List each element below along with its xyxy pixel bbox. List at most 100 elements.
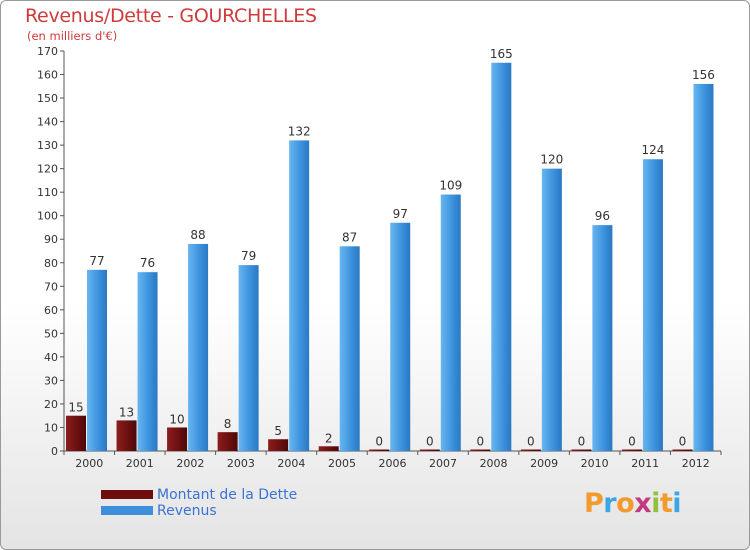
- y-tick-label: 140: [37, 116, 58, 129]
- y-tick-label: 120: [37, 163, 58, 176]
- debt-value-label: 8: [224, 417, 232, 431]
- debt-value-label: 10: [169, 412, 184, 426]
- x-tick-label: 2012: [682, 457, 710, 470]
- revenue-bar: [390, 222, 411, 451]
- revenue-bar: [693, 83, 714, 452]
- logo-letter: P: [584, 488, 604, 519]
- debt-value-label: 0: [375, 435, 383, 449]
- revenue-value-label: 165: [490, 47, 513, 61]
- revenue-value-label: 109: [439, 179, 462, 193]
- x-tick-label: 2011: [631, 457, 659, 470]
- y-tick-label: 0: [51, 445, 58, 458]
- x-tick-label: 2008: [480, 457, 508, 470]
- revenue-bar: [137, 272, 158, 451]
- debt-bar: [268, 439, 289, 451]
- logo-letter: o: [616, 488, 635, 519]
- debt-bar: [116, 420, 137, 451]
- debt-value-label: 15: [68, 401, 83, 415]
- revenue-value-label: 97: [393, 207, 408, 221]
- chart-title: Revenus/Dette - GOURCHELLES: [25, 5, 317, 27]
- x-tick-label: 2007: [429, 457, 457, 470]
- revenue-value-label: 77: [89, 254, 104, 268]
- revenue-bar: [440, 194, 461, 451]
- y-tick-label: 60: [44, 304, 58, 317]
- x-tick-label: 2001: [126, 457, 154, 470]
- debt-value-label: 13: [119, 405, 134, 419]
- debt-bar: [520, 449, 541, 451]
- debt-bar: [571, 449, 592, 451]
- y-tick-label: 50: [44, 327, 58, 340]
- debt-bar: [217, 432, 238, 451]
- revenue-bar: [642, 159, 663, 451]
- x-tick-label: 2005: [328, 457, 356, 470]
- debt-bar: [369, 449, 390, 451]
- revenue-value-label: 76: [140, 256, 155, 270]
- revenue-value-label: 87: [342, 230, 357, 244]
- revenue-bar: [491, 62, 512, 451]
- y-tick-label: 40: [44, 351, 58, 364]
- x-tick-label: 2003: [227, 457, 255, 470]
- revenue-bar: [87, 269, 107, 451]
- logo-letter: r: [603, 488, 617, 519]
- legend-label-debt: Montant de la Dette: [157, 487, 298, 503]
- bars-group: [66, 62, 714, 452]
- logo-letter: i: [672, 488, 682, 519]
- y-tick-label: 80: [44, 257, 58, 270]
- debt-value-label: 0: [628, 435, 636, 449]
- y-tick-label: 100: [37, 210, 58, 223]
- revenue-bar: [289, 140, 310, 452]
- debt-value-label: 0: [679, 435, 687, 449]
- revenue-value-label: 79: [241, 249, 256, 263]
- revenue-value-label: 156: [692, 68, 715, 82]
- x-tick-label: 2009: [530, 457, 558, 470]
- y-tick-label: 170: [37, 45, 58, 58]
- legend-swatch-debt: [101, 490, 153, 499]
- x-tick-label: 2010: [581, 457, 609, 470]
- debt-value-label: 2: [325, 431, 333, 445]
- debt-bar: [66, 415, 86, 451]
- revenue-bar: [541, 168, 562, 451]
- debt-value-label: 0: [527, 435, 535, 449]
- logo-letter: x: [634, 488, 652, 519]
- y-tick-label: 90: [44, 233, 58, 246]
- y-tick-label: 150: [37, 92, 58, 105]
- y-tick-label: 10: [44, 421, 58, 434]
- revenue-value-label: 120: [540, 153, 563, 167]
- debt-value-label: 0: [426, 435, 434, 449]
- debt-value-label: 0: [476, 435, 484, 449]
- logo-letter: i: [651, 488, 660, 519]
- y-tick-label: 130: [37, 139, 58, 152]
- debt-bar: [672, 449, 693, 451]
- y-tick-label: 110: [37, 186, 58, 199]
- y-tick-label: 70: [44, 280, 58, 293]
- logo-letter: t: [659, 488, 673, 519]
- revenue-bar: [188, 243, 209, 451]
- revenue-bar: [238, 265, 259, 451]
- debt-bar: [318, 446, 339, 451]
- revenue-value-label: 124: [641, 143, 664, 157]
- chart-subtitle: (en milliers d'€): [27, 29, 118, 43]
- legend-label-revenus: Revenus: [157, 503, 217, 519]
- legend-swatch-revenus: [101, 506, 153, 515]
- debt-value-label: 0: [578, 435, 586, 449]
- debt-bar: [167, 427, 188, 451]
- x-tick-label: 2004: [277, 457, 305, 470]
- debt-bar: [419, 449, 440, 451]
- y-tick-label: 30: [44, 374, 58, 387]
- x-tick-label: 2006: [379, 457, 407, 470]
- data-labels-group: 1577137610888795132287097010901650120096…: [68, 47, 715, 449]
- y-tick-label: 20: [44, 398, 58, 411]
- y-tick-label: 160: [37, 69, 58, 82]
- revenue-bar: [339, 246, 360, 451]
- revenue-value-label: 96: [595, 209, 610, 223]
- debt-bar: [621, 449, 642, 451]
- revenue-value-label: 132: [288, 124, 311, 138]
- x-tick-label: 2000: [75, 457, 103, 470]
- revenue-bar: [592, 225, 613, 451]
- proxiti-logo: Proxiti: [584, 488, 682, 519]
- debt-value-label: 5: [274, 424, 282, 438]
- x-tick-label: 2002: [176, 457, 204, 470]
- debt-bar: [470, 449, 491, 451]
